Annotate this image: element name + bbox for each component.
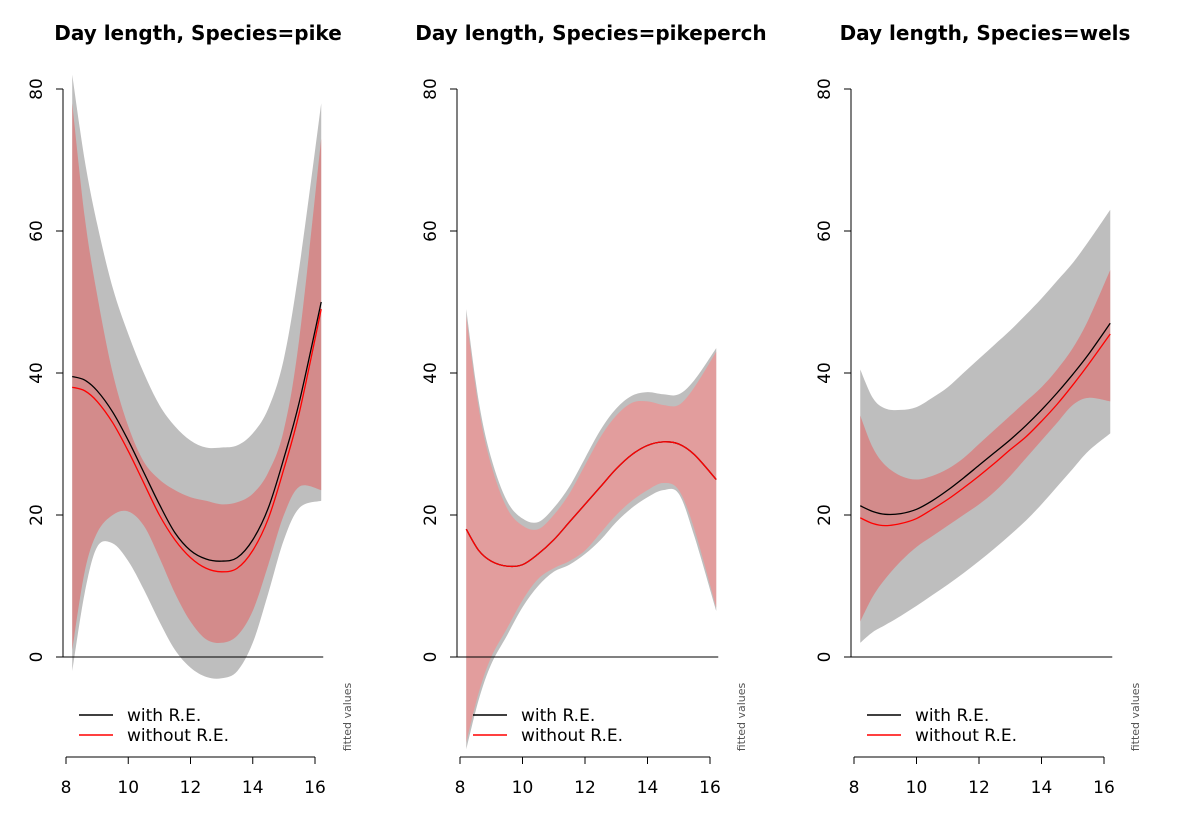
y-tick-label: 0 <box>27 652 47 663</box>
y-tick-label: 60 <box>27 220 47 242</box>
y-tick-label: 80 <box>421 78 441 100</box>
series-line-with-re <box>72 301 322 562</box>
x-tick-label: 14 <box>1031 778 1053 798</box>
legend-label: with R.E. <box>915 706 989 726</box>
y-tick-label: 80 <box>27 78 47 100</box>
x-tick-label: 8 <box>455 778 466 798</box>
x-tick-label: 12 <box>574 778 596 798</box>
chart-title: Day length, Species=pike <box>54 21 342 45</box>
legend-label: without R.E. <box>915 726 1017 746</box>
chart-title: Day length, Species=wels <box>840 21 1131 45</box>
legend: with R.E.without R.E. <box>473 706 623 746</box>
series-line-with-re <box>859 322 1111 516</box>
y-tick-label: 0 <box>815 652 835 663</box>
panel-2: Day length, Species=pikeperch 0 20 40 60 80 8 1… <box>415 21 766 798</box>
x-tick-label: 14 <box>242 778 264 798</box>
confidence-band-without-re <box>466 316 717 743</box>
y-tick-label: 0 <box>421 652 441 663</box>
y-tick-label: 40 <box>421 362 441 384</box>
x-tick-label: 16 <box>699 778 721 798</box>
y-tick-label: 20 <box>421 504 441 526</box>
y-tick-label: 20 <box>815 504 835 526</box>
legend-label: with R.E. <box>127 706 201 726</box>
legend: with R.E.without R.E. <box>79 706 229 746</box>
legend-label: with R.E. <box>521 706 595 726</box>
confidence-band-without-re <box>860 270 1111 622</box>
x-tick-label: 12 <box>180 778 202 798</box>
panel-1: Day length, Species=pike 0 20 40 60 80 8 10 12 14… <box>27 21 354 798</box>
x-tick-label: 16 <box>304 778 326 798</box>
panel-3: Day length, Species=wels 0 20 40 60 80 8 10 12 14… <box>815 21 1142 798</box>
x-tick-label: 8 <box>849 778 860 798</box>
series-line-without-re <box>859 333 1111 527</box>
y-tick-label: 20 <box>27 504 47 526</box>
y-tick-label: 60 <box>815 220 835 242</box>
confidence-band-without-re <box>72 103 322 650</box>
x-tick-label: 10 <box>117 778 139 798</box>
series-line-without-re <box>465 441 717 568</box>
y-tick-label: 40 <box>27 362 47 384</box>
legend-label: without R.E. <box>127 726 229 746</box>
side-note: fitted values <box>341 682 354 751</box>
x-tick-label: 10 <box>512 778 534 798</box>
confidence-band-with-re <box>860 209 1111 643</box>
x-tick-label: 16 <box>1093 778 1115 798</box>
y-tick-label: 40 <box>815 362 835 384</box>
x-tick-label: 12 <box>968 778 990 798</box>
y-tick-label: 60 <box>421 220 441 242</box>
x-tick-label: 10 <box>906 778 928 798</box>
legend-label: without R.E. <box>521 726 623 746</box>
x-tick-label: 14 <box>637 778 659 798</box>
side-note: fitted values <box>1129 682 1142 751</box>
chart-title: Day length, Species=pikeperch <box>415 21 766 45</box>
x-tick-label: 8 <box>61 778 72 798</box>
y-tick-label: 80 <box>815 78 835 100</box>
series-line-without-re <box>72 308 322 573</box>
legend: with R.E.without R.E. <box>867 706 1017 746</box>
side-note: fitted values <box>735 682 748 751</box>
